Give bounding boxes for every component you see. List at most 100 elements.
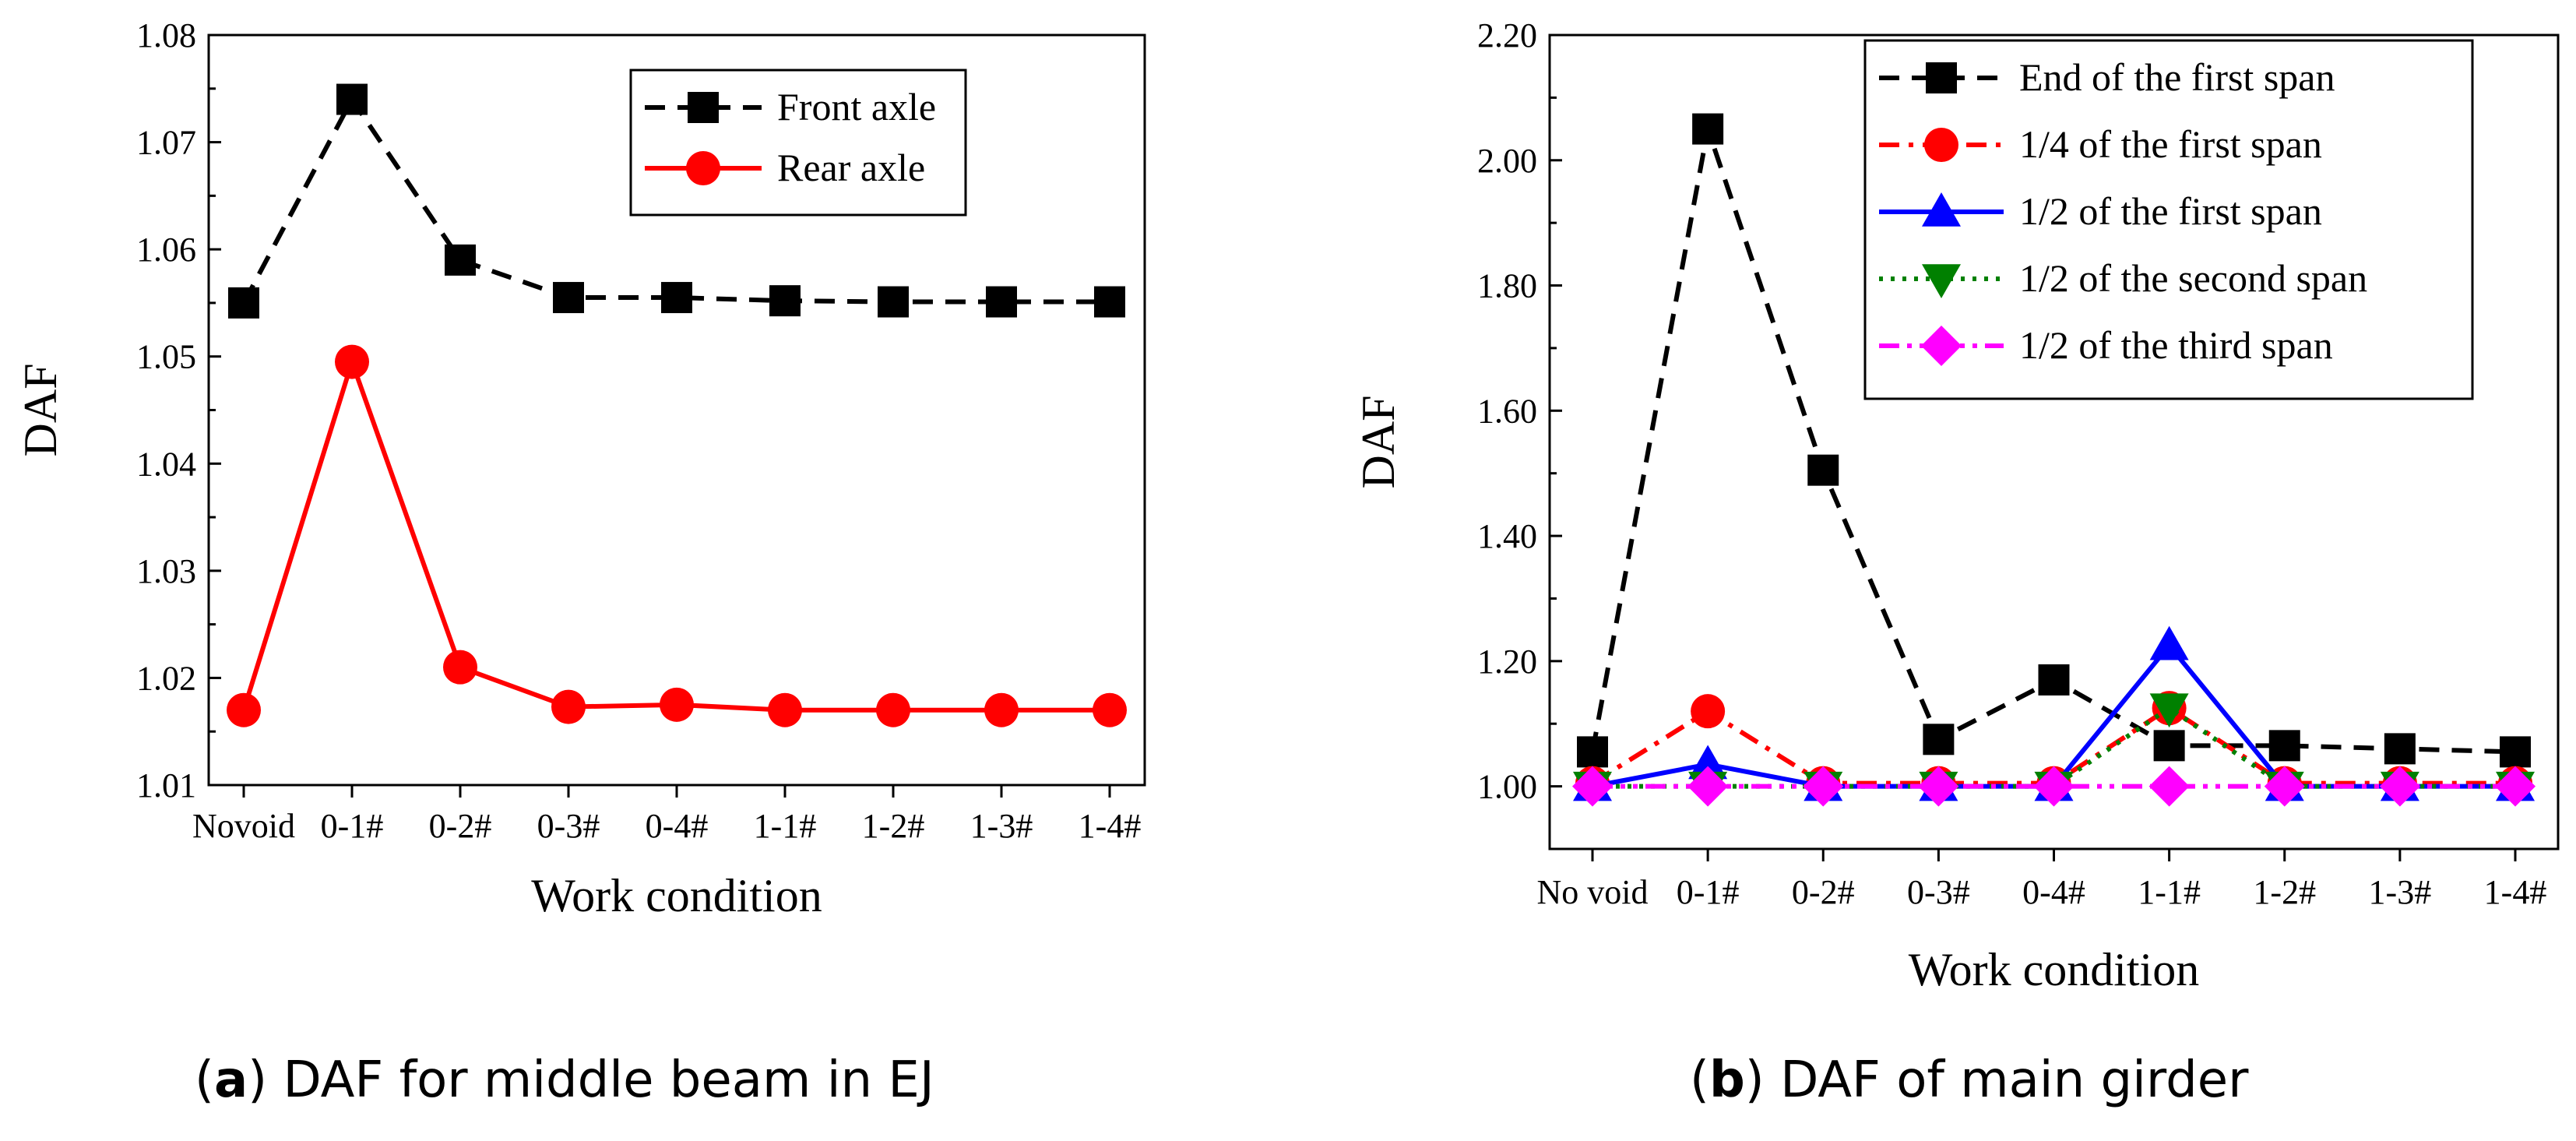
data-point [227, 692, 261, 727]
data-point [2153, 730, 2185, 762]
x-tick-label: 0-2# [1792, 873, 1855, 911]
legend-label: Front axle [777, 85, 936, 129]
y-tick-label: 1.07 [136, 124, 196, 162]
legend-label: 1/2 of the first span [2019, 189, 2322, 233]
x-tick-label: Novoid [192, 807, 295, 845]
data-point [2500, 736, 2531, 768]
data-point [660, 687, 694, 722]
data-point [1688, 745, 1728, 780]
legend-marker [1921, 326, 1962, 366]
y-tick-label: 1.03 [136, 552, 196, 590]
x-tick-label: 1-3# [970, 807, 1033, 845]
legend: Front axle Rear axle [629, 69, 967, 217]
data-point [2033, 766, 2075, 807]
data-point [551, 689, 586, 724]
x-tick-label: 1-3# [2369, 873, 2432, 911]
data-point [769, 285, 801, 317]
data-point [2384, 733, 2416, 765]
data-point [228, 287, 259, 319]
legend-marker [1922, 192, 1961, 227]
data-point [1691, 694, 1726, 729]
x-tick-label: 1-4# [1079, 807, 1142, 845]
caption-a-letter: a [213, 1051, 248, 1109]
data-point [2264, 766, 2305, 807]
y-tick-label: 1.01 [136, 766, 196, 805]
data-point [1918, 766, 1959, 807]
y-tick-label: 2.20 [1477, 16, 1537, 55]
data-point [553, 282, 584, 314]
legend-marker [1924, 128, 1958, 162]
x-tick-label: 0-1# [1677, 873, 1740, 911]
x-tick-label: 0-1# [321, 807, 384, 845]
caption-b-letter: b [1709, 1051, 1745, 1109]
y-tick-label: 1.05 [136, 338, 196, 376]
x-tick-label: 0-3# [537, 807, 600, 845]
data-point [336, 83, 368, 115]
legend-marker [1922, 264, 1961, 298]
y-tick-label: 1.40 [1477, 517, 1537, 555]
y-tick-label: 1.80 [1477, 267, 1537, 305]
caption-panel-b: (b) DAF of main girder [1690, 1051, 2249, 1109]
legend-marker [686, 151, 720, 185]
y-tick-label: 1.00 [1477, 768, 1537, 806]
x-tick-label: 0-2# [429, 807, 492, 845]
data-point [2149, 625, 2189, 660]
y-axis-label: DAF [1353, 395, 1404, 488]
y-tick-label: 2.00 [1477, 142, 1537, 180]
data-point [443, 650, 477, 685]
caption-panel-a: (a) DAF for middle beam in EJ [195, 1051, 934, 1109]
x-tick-label: No void [1537, 873, 1649, 911]
y-tick-label: 1.20 [1477, 643, 1537, 681]
data-point [2148, 766, 2190, 807]
series-line [1592, 706, 2515, 789]
series-line [241, 359, 1110, 713]
data-point [1687, 766, 1729, 807]
data-point [2268, 730, 2300, 762]
data-point [1093, 692, 1127, 727]
series-1 [227, 344, 1127, 727]
data-point [986, 286, 1017, 318]
data-point [2379, 766, 2420, 807]
data-point [876, 692, 910, 727]
y-tick-label: 1.04 [136, 445, 196, 483]
chart-panel-b: 1.00 1.20 1.40 1.60 1.80 2.00 2.20 No void 0-1# 0… [1353, 16, 2560, 995]
data-point [2149, 693, 2189, 728]
data-point [878, 286, 909, 318]
x-axis-label: Work condition [531, 870, 822, 921]
y-axis-label: DAF [15, 363, 66, 456]
legend-label: 1/4 of the first span [2019, 122, 2322, 166]
x-tick-label: 1-1# [2138, 873, 2201, 911]
data-point [1094, 286, 1125, 318]
series-4 [1572, 766, 2536, 807]
x-tick-label: 0-4# [2022, 873, 2085, 911]
series-line [1591, 706, 2515, 786]
legend-marker [688, 92, 719, 123]
y-tick-label: 1.02 [136, 659, 196, 697]
y-tick-label: 1.08 [136, 16, 196, 55]
data-point [984, 692, 1019, 727]
y-tick-label: 1.60 [1477, 392, 1537, 430]
legend-box [629, 69, 967, 217]
y-tick-label: 1.06 [136, 231, 196, 269]
series-0 [228, 83, 1125, 319]
data-point [1692, 113, 1724, 145]
series-0 [1577, 113, 2531, 768]
chart-panel-a: 1.01 1.02 1.03 1.04 1.05 1.06 1.07 1.08 Novoid 0-… [15, 16, 1146, 921]
legend-label: 1/2 of the second span [2019, 256, 2367, 300]
x-tick-label: 1-1# [754, 807, 817, 845]
legend-label: End of the first span [2019, 55, 2335, 99]
x-tick-label: 1-2# [862, 807, 925, 845]
series-line [241, 97, 1110, 305]
x-tick-label: 0-3# [1907, 873, 1970, 911]
data-point [445, 244, 476, 276]
data-point [2038, 664, 2070, 696]
data-point [2495, 766, 2536, 807]
legend: End of the first span 1/4 of the first sp… [1863, 39, 2474, 400]
data-point [1807, 454, 1839, 486]
x-axis-label: Work condition [1909, 944, 2199, 995]
legend-box [1863, 39, 2474, 400]
legend-label: 1/2 of the third span [2019, 323, 2333, 367]
legend-marker [1926, 62, 1957, 93]
x-tick-label: 1-2# [2253, 873, 2316, 911]
data-point [335, 344, 369, 379]
